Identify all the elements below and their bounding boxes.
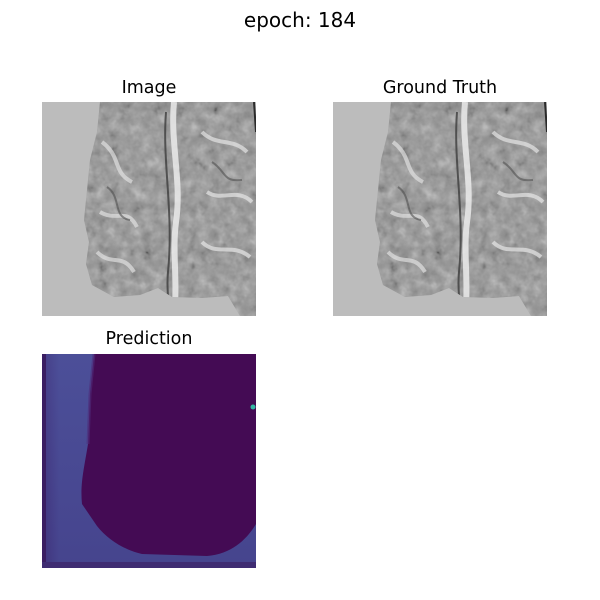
image-panel-title: Image xyxy=(121,78,177,98)
brain-tissue xyxy=(84,102,256,316)
ground-truth-panel xyxy=(333,102,547,316)
prediction-panel xyxy=(42,354,256,568)
mri-image xyxy=(42,102,256,316)
ground-truth-panel-title: Ground Truth xyxy=(382,78,498,98)
prediction-image xyxy=(42,354,256,568)
prediction-panel-title: Prediction xyxy=(105,329,193,349)
figure-title: epoch: 184 xyxy=(243,8,357,32)
prediction-spot xyxy=(250,404,256,410)
image-panel xyxy=(42,102,256,316)
prediction-mask xyxy=(81,354,256,556)
ground-truth-image xyxy=(333,102,547,316)
ground-truth-tissue xyxy=(375,102,547,316)
